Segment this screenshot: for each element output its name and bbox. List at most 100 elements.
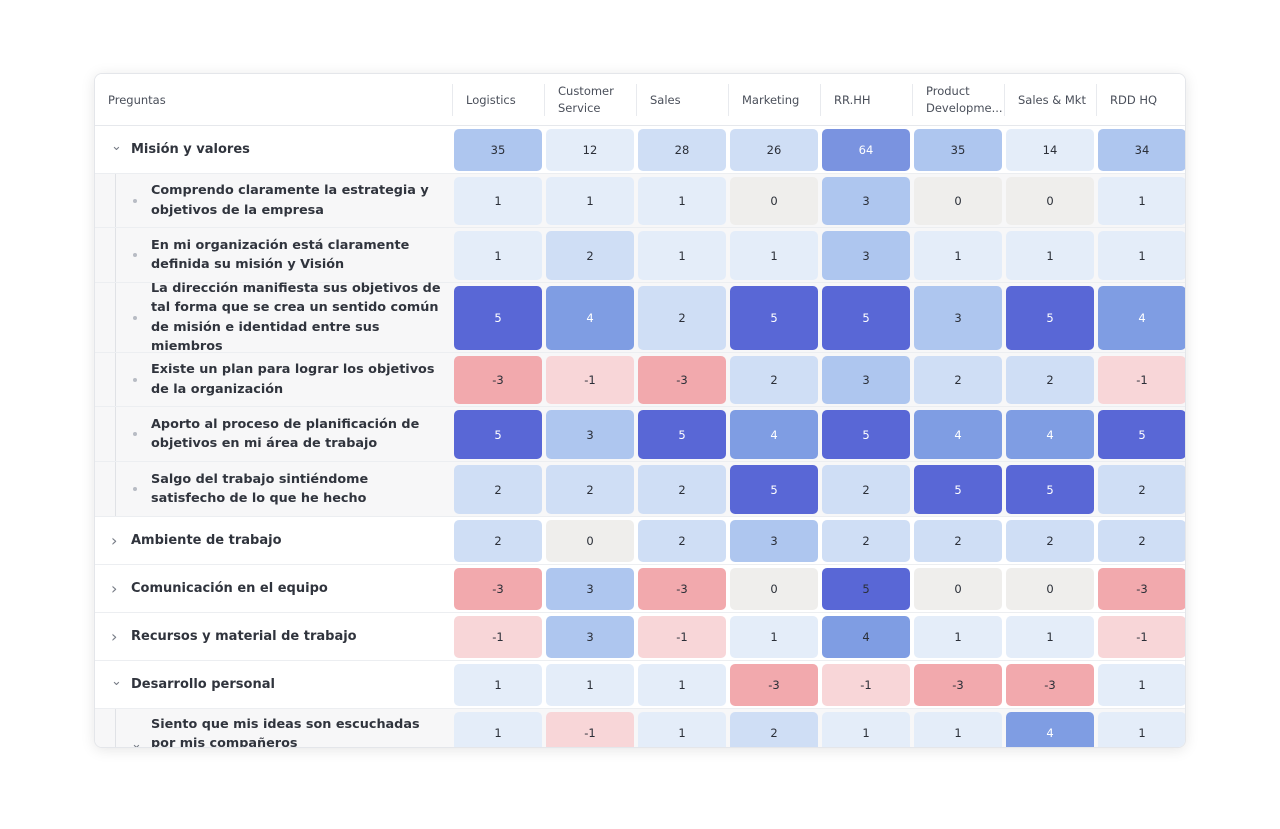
- score-cell[interactable]: 1: [546, 177, 634, 225]
- chevron-down-icon[interactable]: ⌄: [131, 737, 142, 748]
- score-cell[interactable]: 2: [546, 231, 634, 280]
- score-cell[interactable]: -3: [914, 664, 1002, 706]
- score-cell[interactable]: 2: [638, 520, 726, 562]
- score-cell[interactable]: 64: [822, 129, 910, 171]
- score-cell[interactable]: -1: [546, 356, 634, 404]
- chevron-right-icon[interactable]: ›: [111, 579, 118, 598]
- score-cell[interactable]: 2: [546, 465, 634, 514]
- score-cell[interactable]: 4: [1006, 712, 1094, 747]
- column-header[interactable]: Customer Service: [558, 74, 640, 126]
- score-cell[interactable]: 2: [730, 712, 818, 747]
- score-cell[interactable]: 0: [914, 568, 1002, 610]
- score-cell[interactable]: -1: [638, 616, 726, 658]
- chevron-right-icon[interactable]: ›: [111, 627, 118, 646]
- column-header[interactable]: Product Developme...: [926, 74, 1008, 126]
- score-cell[interactable]: 0: [1006, 177, 1094, 225]
- score-cell[interactable]: 3: [822, 177, 910, 225]
- score-cell[interactable]: 1: [454, 712, 542, 747]
- score-cell[interactable]: 1: [914, 712, 1002, 747]
- chevron-down-icon[interactable]: ⌄: [111, 674, 122, 689]
- score-cell[interactable]: 5: [454, 286, 542, 350]
- score-cell[interactable]: 4: [730, 410, 818, 459]
- score-cell[interactable]: 0: [546, 520, 634, 562]
- score-cell[interactable]: 4: [1006, 410, 1094, 459]
- score-cell[interactable]: 0: [730, 568, 818, 610]
- score-cell[interactable]: 5: [822, 410, 910, 459]
- chevron-right-icon[interactable]: ›: [111, 531, 118, 550]
- score-cell[interactable]: 1: [822, 712, 910, 747]
- score-cell[interactable]: 26: [730, 129, 818, 171]
- score-cell[interactable]: 1: [730, 231, 818, 280]
- score-cell[interactable]: 1: [454, 177, 542, 225]
- score-cell[interactable]: 2: [914, 356, 1002, 404]
- score-cell[interactable]: -1: [1098, 616, 1185, 658]
- score-cell[interactable]: 3: [730, 520, 818, 562]
- score-cell[interactable]: 4: [914, 410, 1002, 459]
- group-row[interactable]: › Recursos y material de trabajo -1 3 -1 1 4 1 1…: [95, 613, 1185, 661]
- score-cell[interactable]: -1: [546, 712, 634, 747]
- score-cell[interactable]: -1: [822, 664, 910, 706]
- score-cell[interactable]: 2: [1098, 465, 1185, 514]
- score-cell[interactable]: 1: [1006, 231, 1094, 280]
- score-cell[interactable]: -3: [454, 568, 542, 610]
- score-cell[interactable]: 5: [1006, 286, 1094, 350]
- score-cell[interactable]: 2: [1098, 520, 1185, 562]
- score-cell[interactable]: 1: [1098, 177, 1185, 225]
- group-row[interactable]: ⌄ Misión y valores 35 12 28 26 64 35 14 34: [95, 126, 1185, 174]
- score-cell[interactable]: 35: [914, 129, 1002, 171]
- score-cell[interactable]: 1: [730, 616, 818, 658]
- score-cell[interactable]: -1: [1098, 356, 1185, 404]
- score-cell[interactable]: 3: [914, 286, 1002, 350]
- score-cell[interactable]: 0: [1006, 568, 1094, 610]
- score-cell[interactable]: 3: [822, 231, 910, 280]
- score-cell[interactable]: 1: [914, 231, 1002, 280]
- score-cell[interactable]: 5: [822, 286, 910, 350]
- group-row[interactable]: › Ambiente de trabajo 2 0 2 3 2 2 2 2: [95, 517, 1185, 565]
- score-cell[interactable]: -3: [1098, 568, 1185, 610]
- column-header[interactable]: RR.HH: [834, 74, 916, 126]
- score-cell[interactable]: 0: [914, 177, 1002, 225]
- column-header[interactable]: RDD HQ: [1110, 74, 1185, 126]
- score-cell[interactable]: 4: [546, 286, 634, 350]
- score-cell[interactable]: 12: [546, 129, 634, 171]
- score-cell[interactable]: 5: [822, 568, 910, 610]
- score-cell[interactable]: 5: [1006, 465, 1094, 514]
- score-cell[interactable]: 1: [638, 664, 726, 706]
- score-cell[interactable]: 4: [822, 616, 910, 658]
- score-cell[interactable]: 1: [454, 664, 542, 706]
- column-header[interactable]: Logistics: [466, 74, 548, 126]
- score-cell[interactable]: 5: [1098, 410, 1185, 459]
- score-cell[interactable]: 1: [1098, 231, 1185, 280]
- score-cell[interactable]: 3: [546, 568, 634, 610]
- score-cell[interactable]: 3: [546, 410, 634, 459]
- score-cell[interactable]: 2: [454, 520, 542, 562]
- score-cell[interactable]: -3: [730, 664, 818, 706]
- score-cell[interactable]: 2: [1006, 520, 1094, 562]
- score-cell[interactable]: 5: [730, 465, 818, 514]
- score-cell[interactable]: 28: [638, 129, 726, 171]
- score-cell[interactable]: 1: [914, 616, 1002, 658]
- score-cell[interactable]: 5: [914, 465, 1002, 514]
- score-cell[interactable]: 1: [638, 231, 726, 280]
- score-cell[interactable]: 34: [1098, 129, 1185, 171]
- score-cell[interactable]: 1: [638, 712, 726, 747]
- group-row[interactable]: › Comunicación en el equipo -3 3 -3 0 5 0 0 -3: [95, 565, 1185, 613]
- score-cell[interactable]: 5: [454, 410, 542, 459]
- score-cell[interactable]: 5: [730, 286, 818, 350]
- score-cell[interactable]: 5: [638, 410, 726, 459]
- score-cell[interactable]: 1: [1006, 616, 1094, 658]
- score-cell[interactable]: 3: [822, 356, 910, 404]
- score-cell[interactable]: 35: [454, 129, 542, 171]
- score-cell[interactable]: 2: [454, 465, 542, 514]
- score-cell[interactable]: 2: [1006, 356, 1094, 404]
- score-cell[interactable]: 14: [1006, 129, 1094, 171]
- score-cell[interactable]: 2: [638, 286, 726, 350]
- score-cell[interactable]: 0: [730, 177, 818, 225]
- score-cell[interactable]: 2: [822, 520, 910, 562]
- chevron-down-icon[interactable]: ⌄: [111, 139, 122, 154]
- score-cell[interactable]: 2: [638, 465, 726, 514]
- score-cell[interactable]: -3: [638, 356, 726, 404]
- column-header[interactable]: Marketing: [742, 74, 824, 126]
- score-cell[interactable]: 1: [546, 664, 634, 706]
- header-preguntas[interactable]: Preguntas: [108, 74, 166, 126]
